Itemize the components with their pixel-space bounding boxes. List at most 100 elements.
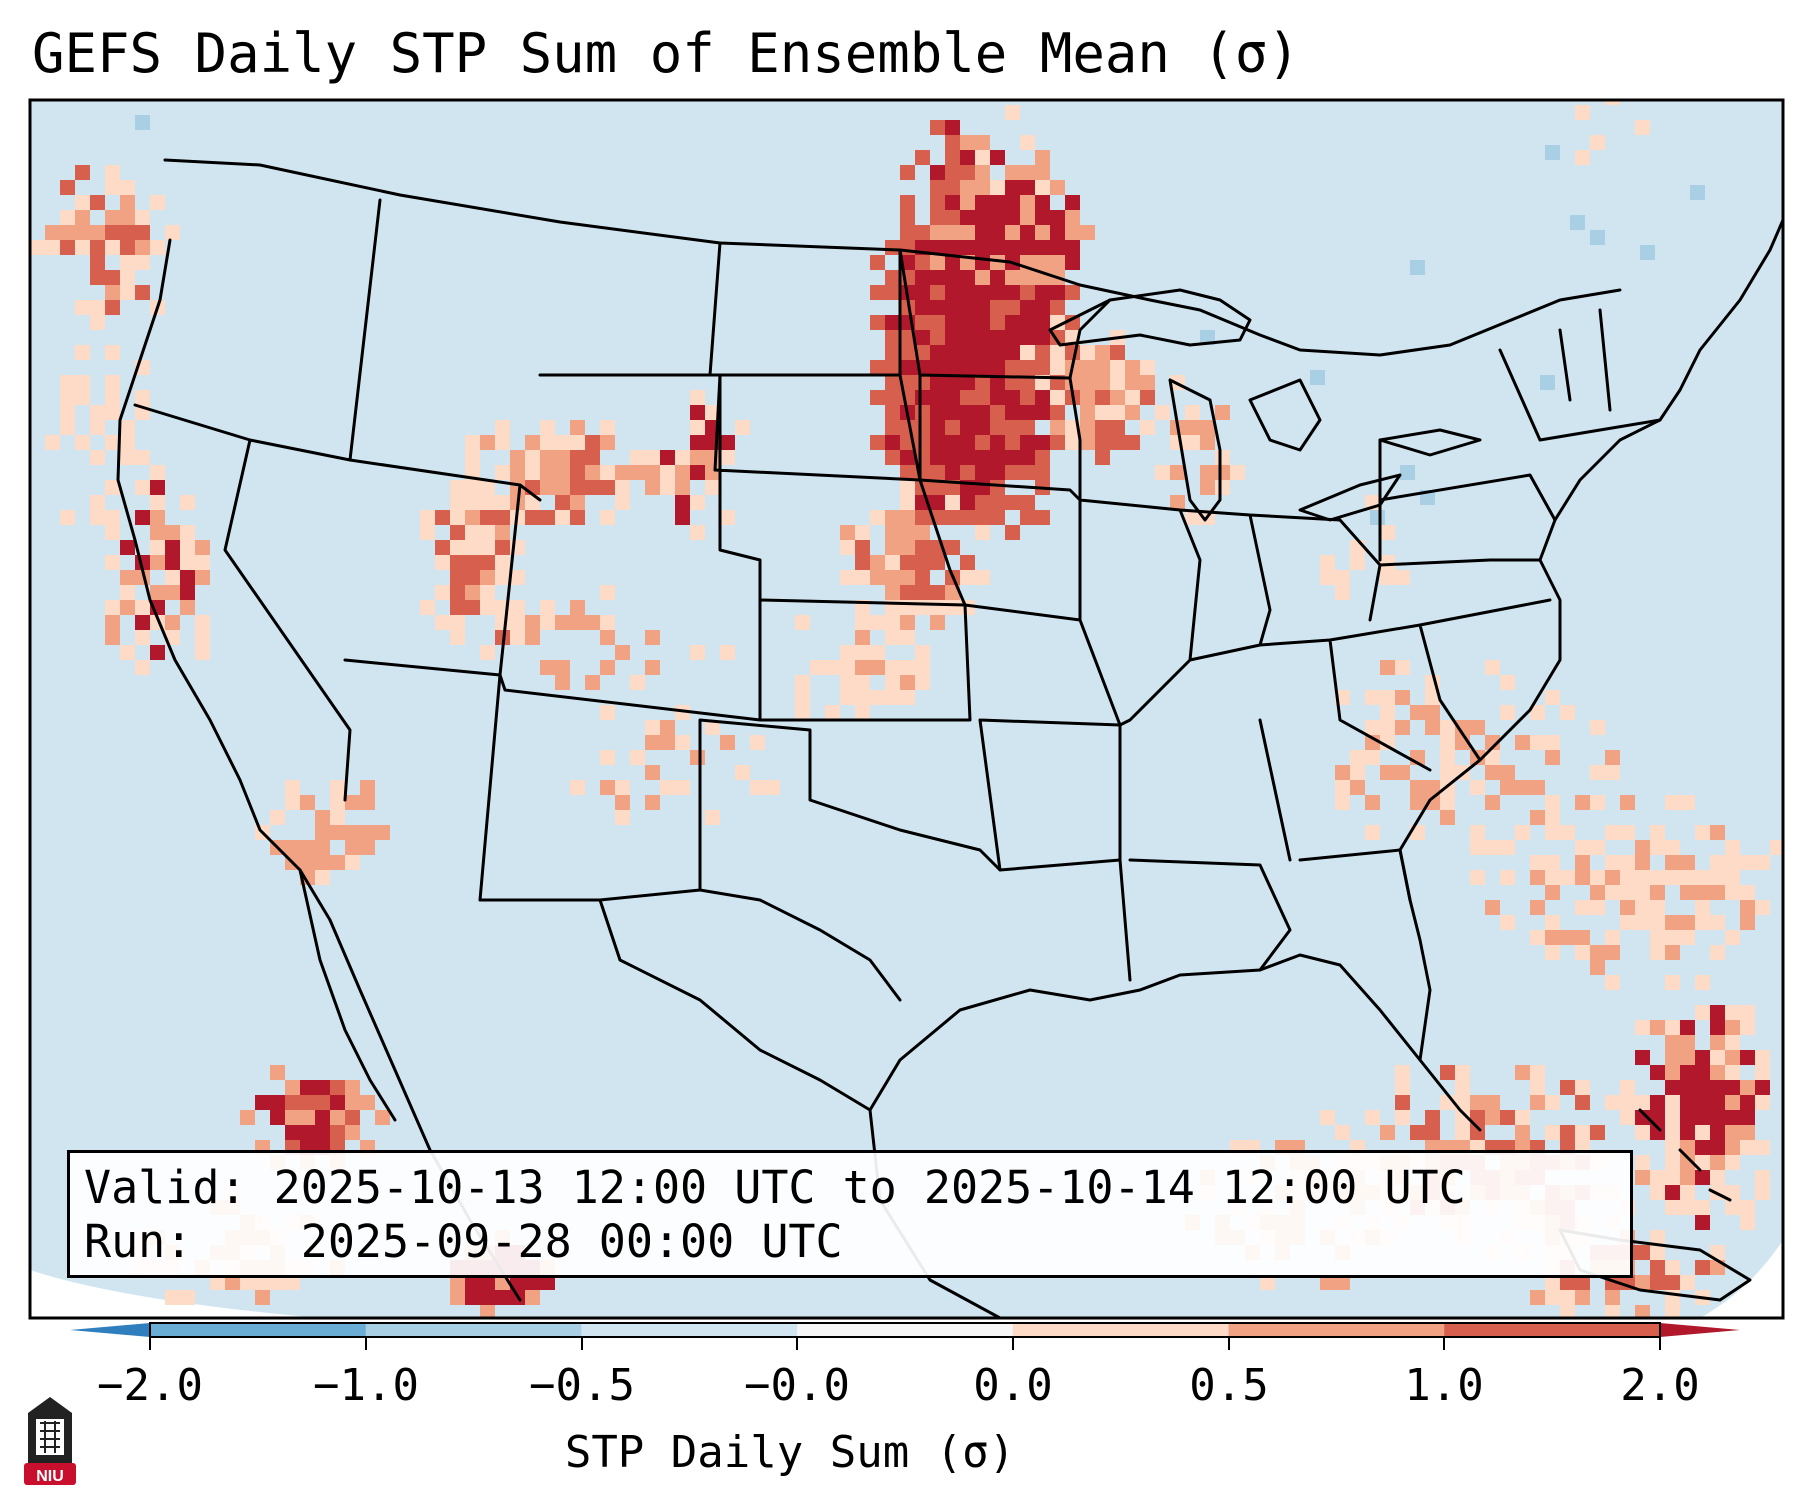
stp-cell xyxy=(330,1125,345,1140)
stp-cell xyxy=(1755,1080,1770,1095)
stp-cell xyxy=(1710,1125,1725,1140)
stp-cell xyxy=(1485,795,1500,810)
stp-cell xyxy=(1680,1275,1695,1290)
stp-cell xyxy=(690,750,705,765)
stp-cell xyxy=(195,615,210,630)
stp-cell xyxy=(135,480,150,495)
stp-cell xyxy=(1695,1005,1710,1020)
stp-cell xyxy=(1350,555,1365,570)
stp-cell xyxy=(360,825,375,840)
stp-cell xyxy=(990,300,1005,315)
stp-cell xyxy=(1425,690,1440,705)
stp-cell xyxy=(1095,360,1110,375)
stp-cell xyxy=(315,870,330,885)
stp-cell xyxy=(90,510,105,525)
stp-cell xyxy=(1335,795,1350,810)
stp-cell xyxy=(720,645,735,660)
stp-cell xyxy=(915,150,930,165)
stp-cell xyxy=(1065,210,1080,225)
stp-cell xyxy=(1425,720,1440,735)
stp-cell xyxy=(930,405,945,420)
stp-cell xyxy=(540,600,555,615)
stp-cell xyxy=(585,450,600,465)
stp-cell xyxy=(1515,780,1530,795)
stp-cell xyxy=(990,510,1005,525)
stp-cell xyxy=(945,390,960,405)
stp-cell xyxy=(540,660,555,675)
stp-cell xyxy=(900,675,915,690)
stp-cell xyxy=(795,705,810,720)
stp-cell xyxy=(300,840,315,855)
stp-cell xyxy=(45,225,60,240)
stp-cell xyxy=(90,315,105,330)
stp-cell xyxy=(945,375,960,390)
stp-cell xyxy=(1035,405,1050,420)
stp-cell xyxy=(1650,1170,1665,1185)
stp-cell xyxy=(930,285,945,300)
stp-cell xyxy=(1620,855,1635,870)
stp-cell xyxy=(1620,900,1635,915)
stp-cell xyxy=(180,495,195,510)
stp-cell xyxy=(705,480,720,495)
stp-cell xyxy=(1545,1095,1560,1110)
stp-cell xyxy=(975,345,990,360)
stp-cell xyxy=(1695,915,1710,930)
stp-cell xyxy=(1005,405,1020,420)
stp-cell xyxy=(1650,1230,1665,1245)
stp-cell xyxy=(930,420,945,435)
stp-cell xyxy=(690,525,705,540)
stp-cell xyxy=(1530,1290,1545,1305)
stp-cell xyxy=(1545,690,1560,705)
stp-cell xyxy=(330,810,345,825)
stp-cell xyxy=(1710,885,1725,900)
stp-cell xyxy=(1590,900,1605,915)
stp-cell xyxy=(1080,390,1095,405)
stp-cell xyxy=(480,510,495,525)
stp-cell xyxy=(1575,855,1590,870)
stp-cell-negative xyxy=(1310,370,1325,385)
stp-cell xyxy=(705,720,720,735)
stp-cell xyxy=(585,480,600,495)
stp-cell xyxy=(120,255,135,270)
stp-cell xyxy=(1575,1080,1590,1095)
stp-cell xyxy=(180,600,195,615)
stp-cell xyxy=(1335,1125,1350,1140)
stp-cell xyxy=(690,405,705,420)
stp-cell xyxy=(1665,1275,1680,1290)
stp-cell xyxy=(990,270,1005,285)
stp-cell xyxy=(1080,345,1095,360)
stp-cell xyxy=(1050,255,1065,270)
stp-cell xyxy=(90,405,105,420)
stp-cell xyxy=(1740,900,1755,915)
stp-cell xyxy=(930,360,945,375)
stp-cell xyxy=(885,510,900,525)
stp-cell xyxy=(1005,315,1020,330)
stp-cell xyxy=(1545,1290,1560,1305)
stp-cell xyxy=(1125,405,1140,420)
stp-cell-negative xyxy=(135,115,150,130)
stp-cell xyxy=(1695,1080,1710,1095)
colorbar-tick-label: −1.0 xyxy=(313,1360,419,1411)
stp-cell xyxy=(120,450,135,465)
stp-cell xyxy=(345,795,360,810)
stp-cell xyxy=(1605,1095,1620,1110)
stp-cell xyxy=(1545,1125,1560,1140)
stp-cell xyxy=(600,420,615,435)
stp-cell xyxy=(1125,390,1140,405)
stp-cell xyxy=(1710,1245,1725,1260)
stp-cell xyxy=(900,510,915,525)
stp-cell xyxy=(1680,1095,1695,1110)
run-line: Run: 2025-09-28 00:00 UTC xyxy=(84,1215,1630,1269)
stp-cell xyxy=(480,1305,495,1318)
stp-cell xyxy=(1365,690,1380,705)
stp-cell xyxy=(1065,435,1080,450)
stp-cell xyxy=(150,465,165,480)
stp-cell xyxy=(1380,570,1395,585)
stp-cell xyxy=(795,690,810,705)
stp-cell xyxy=(1005,525,1020,540)
stp-cell xyxy=(480,435,495,450)
stp-cell xyxy=(915,600,930,615)
stp-cell xyxy=(1740,1050,1755,1065)
stp-cell xyxy=(195,555,210,570)
